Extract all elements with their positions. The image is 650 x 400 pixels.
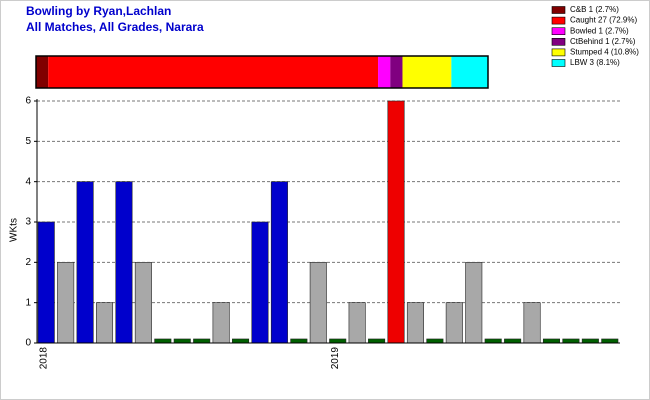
bar <box>270 181 288 344</box>
bar <box>504 338 522 344</box>
bar <box>115 181 133 344</box>
bar <box>212 302 230 344</box>
bar <box>329 338 347 344</box>
bar <box>562 338 580 344</box>
legend-label: Bowled 1 (2.7%) <box>570 26 629 35</box>
bar <box>251 221 269 344</box>
bar <box>193 338 211 344</box>
y-tick-label: 4 <box>25 176 31 187</box>
legend-label: Stumped 4 (10.8%) <box>570 48 639 57</box>
bar <box>154 338 172 344</box>
bar <box>445 302 463 344</box>
bar <box>309 262 327 344</box>
legend-swatch <box>551 59 566 67</box>
bar <box>484 338 502 344</box>
bar <box>426 338 444 344</box>
bar <box>601 338 619 344</box>
legend-swatch <box>551 27 566 36</box>
legend-swatch <box>551 37 566 46</box>
bar <box>173 338 191 344</box>
y-tick-label: 0 <box>25 338 31 349</box>
bar <box>290 338 308 344</box>
bar <box>96 302 114 344</box>
chart-title: Bowling by Ryan,Lachlan <box>26 4 171 18</box>
y-axis-label: WKts <box>9 218 20 242</box>
y-tick-label: 5 <box>25 136 31 147</box>
legend-label: CtBehind 1 (2.7%) <box>570 37 636 46</box>
legend-label: Caught 27 (72.9%) <box>570 16 637 25</box>
strip-segment <box>378 56 391 88</box>
strip-segment <box>451 56 488 88</box>
bar <box>76 181 94 344</box>
legend-label: C&B 1 (2.7%) <box>570 5 619 14</box>
chart-subtitle: All Matches, All Grades, Narara <box>26 20 204 34</box>
bar <box>37 221 55 344</box>
strip-segment <box>36 56 49 88</box>
bar <box>465 262 483 344</box>
strip-border <box>35 55 489 89</box>
strip-segment <box>48 56 379 88</box>
legend-swatch <box>551 48 566 57</box>
bar <box>368 338 386 344</box>
y-tick-label: 1 <box>25 297 31 308</box>
bar <box>406 302 424 344</box>
bar <box>232 338 250 344</box>
y-tick-label: 3 <box>25 217 31 228</box>
legend-label: LBW 3 (8.1%) <box>570 58 620 67</box>
y-tick-label: 2 <box>25 257 31 268</box>
legend-swatch <box>551 16 566 25</box>
x-tick-label: 2019 <box>330 347 341 370</box>
bar <box>348 302 366 344</box>
bar <box>57 262 75 344</box>
strip-segment <box>390 56 403 88</box>
bar <box>387 100 405 344</box>
bar <box>581 338 599 344</box>
y-tick-label: 6 <box>25 96 31 107</box>
legend-swatch <box>551 6 566 14</box>
bar <box>523 302 541 344</box>
bar <box>542 338 560 344</box>
x-tick-label: 2018 <box>39 347 50 370</box>
bar <box>134 262 152 344</box>
strip-segment <box>402 56 452 88</box>
